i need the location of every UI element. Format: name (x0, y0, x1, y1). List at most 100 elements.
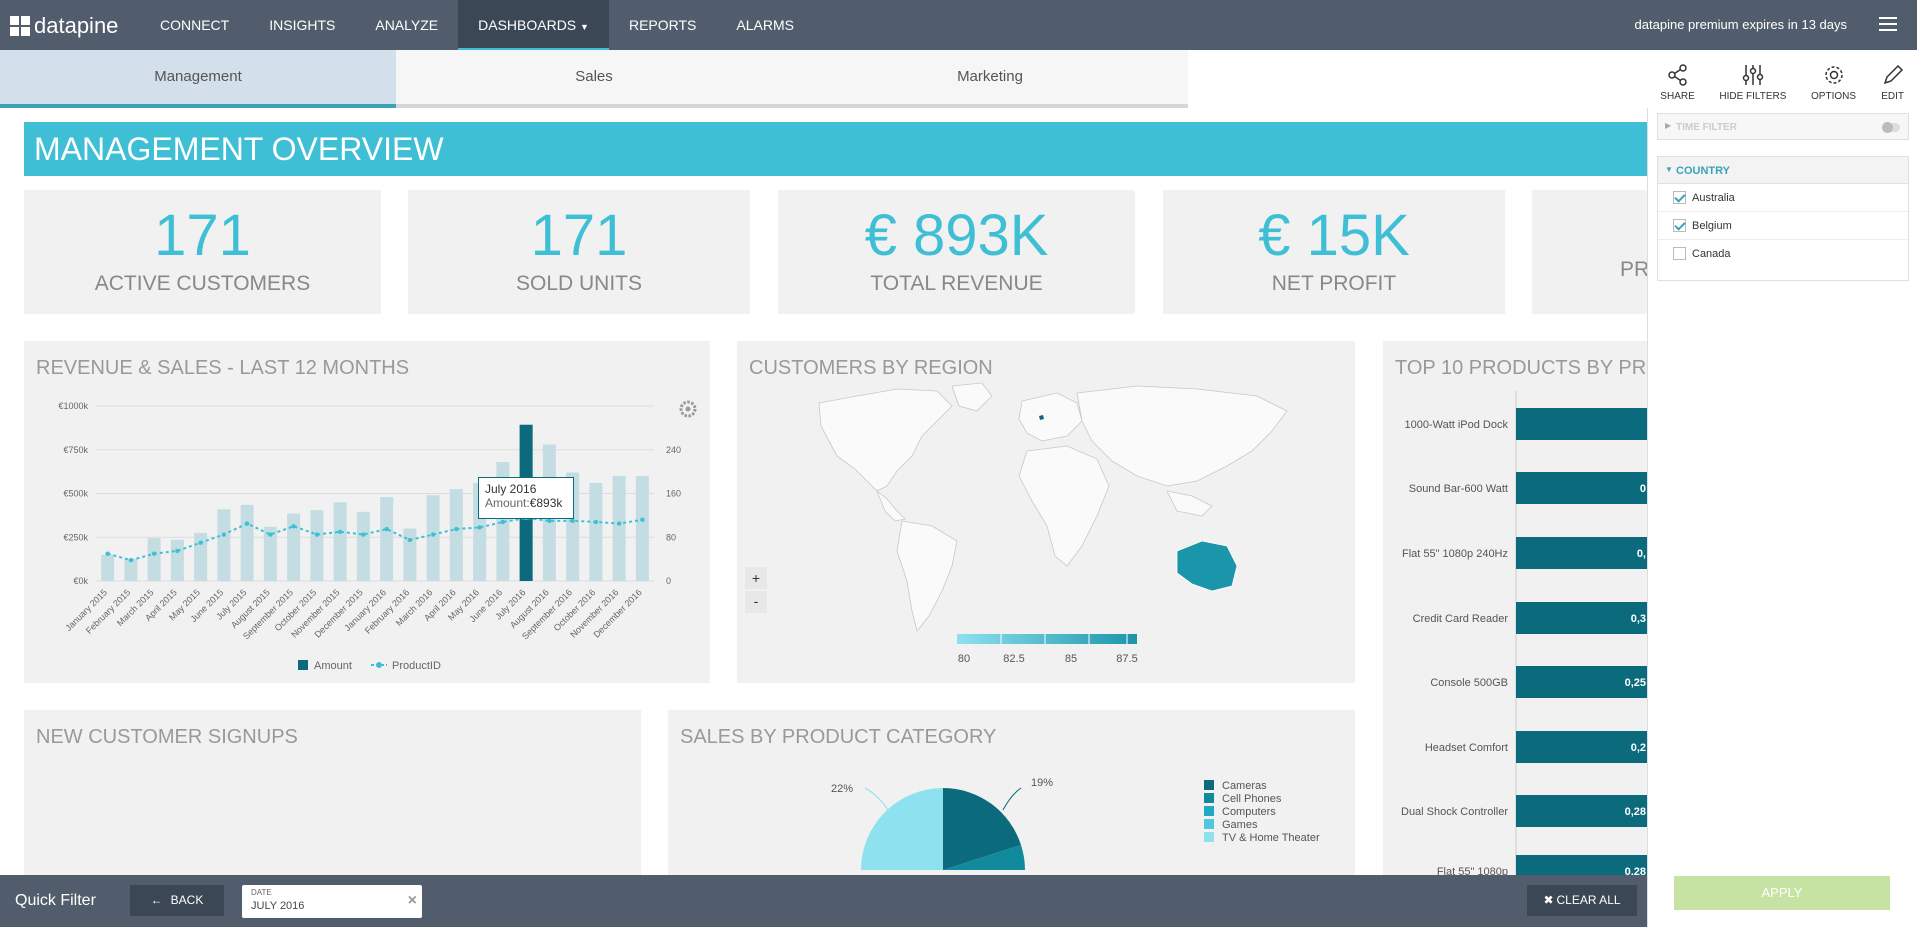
bar-amount[interactable] (403, 528, 417, 582)
bar-amount[interactable] (194, 532, 208, 581)
productid-point[interactable] (221, 532, 227, 537)
bar-amount[interactable] (217, 509, 231, 581)
nav-reports[interactable]: REPORTS (628, 17, 697, 33)
zoom-in-button[interactable] (745, 567, 767, 589)
time-filter-section[interactable]: ▶ TIME FILTER (1657, 113, 1909, 140)
tab-management[interactable]: Management (0, 50, 396, 108)
pie-slice-cameras[interactable] (943, 788, 1021, 870)
back-button[interactable]: ← BACK (130, 885, 224, 916)
tab-sales[interactable]: Sales (575, 68, 613, 85)
productid-point[interactable] (570, 518, 575, 524)
kpi-card-active-customers[interactable]: 171 ACTIVE CUSTOMERS (24, 190, 381, 314)
map-greenland[interactable] (951, 382, 993, 412)
map-southeast-asia[interactable] (1166, 490, 1213, 517)
productid-point[interactable] (151, 551, 157, 556)
map-south-america[interactable] (896, 520, 958, 632)
productid-point[interactable] (384, 526, 389, 532)
productid-point[interactable] (291, 524, 296, 529)
checkbox[interactable] (1673, 191, 1686, 204)
productid-point[interactable] (198, 540, 203, 545)
map-belgium-highlighted[interactable] (1039, 415, 1044, 420)
productid-point[interactable] (500, 519, 506, 525)
product-bar[interactable] (1516, 666, 1648, 698)
bar-amount[interactable] (612, 476, 626, 581)
datapine-logo[interactable]: datapine (10, 13, 118, 39)
hamburger-menu-icon[interactable] (1879, 17, 1897, 31)
apply-filters-button[interactable]: APPLY (1674, 876, 1890, 910)
product-bar[interactable] (1516, 855, 1648, 875)
bar-amount[interactable] (124, 559, 138, 581)
country-option-belgium[interactable]: Belgium (1658, 212, 1908, 240)
map-australia-highlighted[interactable] (1176, 540, 1238, 592)
bar-amount[interactable] (263, 526, 277, 581)
bar-amount[interactable] (240, 504, 254, 581)
productid-point[interactable] (105, 551, 110, 556)
kpi-card-partial[interactable]: PR (1532, 190, 1648, 314)
options-button[interactable]: OPTIONS (1811, 63, 1856, 102)
pie-slice-cell-phones[interactable] (943, 845, 1025, 870)
product-bar[interactable] (1516, 472, 1648, 504)
nav-insights[interactable]: INSIGHTS (269, 17, 336, 33)
productid-point[interactable] (454, 526, 459, 532)
zoom-out-button[interactable] (745, 591, 767, 613)
productid-point[interactable] (616, 521, 622, 526)
kpi-card-sold-units[interactable]: 171 SOLD UNITS (408, 190, 750, 314)
productid-point[interactable] (128, 558, 134, 563)
checkbox[interactable] (1673, 219, 1686, 232)
edit-button[interactable]: EDIT (1881, 63, 1905, 102)
map-europe[interactable] (1018, 392, 1083, 442)
map-north-america[interactable] (818, 388, 953, 492)
productid-point[interactable] (593, 519, 599, 525)
country-option-australia[interactable]: Australia (1658, 184, 1908, 212)
nav-analyze[interactable]: ANALYZE (375, 17, 439, 33)
tab-marketing[interactable]: Marketing (957, 68, 1023, 85)
map-africa[interactable] (1018, 445, 1110, 567)
product-bar[interactable] (1516, 537, 1648, 569)
bar-amount[interactable] (101, 554, 115, 581)
kpi-card-net-profit[interactable]: € 15K NET PROFIT (1163, 190, 1505, 314)
productid-point[interactable] (337, 529, 343, 534)
world-map[interactable]: + - 80 82.5 85 87.5 (737, 341, 1355, 683)
nav-alarms[interactable]: ALARMS (736, 17, 794, 33)
productid-point[interactable] (430, 532, 436, 537)
clear-all-button[interactable]: ✖ CLEAR ALL (1527, 885, 1637, 916)
checkbox[interactable] (1673, 247, 1686, 260)
product-bar[interactable] (1516, 602, 1648, 634)
bar-amount[interactable] (426, 495, 440, 581)
productid-point[interactable] (244, 521, 250, 526)
map-asia[interactable] (1076, 385, 1288, 487)
date-filter-chip[interactable]: DATE JULY 2016 × (242, 885, 422, 918)
productid-point[interactable] (407, 537, 413, 543)
bar-amount[interactable] (333, 502, 347, 581)
premium-notice[interactable]: datapine premium expires in 13 days (1634, 17, 1847, 32)
bar-amount[interactable] (356, 511, 370, 581)
productid-point[interactable] (175, 548, 180, 554)
productid-point[interactable] (640, 517, 645, 522)
bar-amount[interactable] (380, 497, 394, 581)
productid-point[interactable] (314, 532, 320, 537)
productid-point[interactable] (477, 525, 482, 530)
bar-amount[interactable] (589, 483, 603, 581)
country-header[interactable]: ▼ COUNTRY (1658, 157, 1908, 184)
nav-dashboards[interactable]: DASHBOARDS ▼ (458, 0, 609, 50)
product-bar[interactable] (1516, 408, 1648, 440)
share-button[interactable]: SHARE (1660, 63, 1695, 102)
pie-slice-tv-home-theater[interactable] (861, 788, 943, 870)
map-central-america[interactable] (876, 489, 906, 522)
product-bar[interactable] (1516, 731, 1648, 763)
chart-settings-gear-icon[interactable] (679, 400, 697, 418)
country-option-canada[interactable]: Canada (1658, 240, 1908, 268)
bar-amount[interactable] (449, 489, 463, 581)
productid-point[interactable] (361, 532, 366, 537)
bar-amount[interactable] (287, 513, 301, 581)
bar-amount[interactable] (635, 476, 649, 581)
bar-amount[interactable] (310, 510, 324, 581)
bar-amount[interactable] (170, 539, 184, 581)
chip-close-icon[interactable]: × (407, 892, 417, 909)
nav-connect[interactable]: CONNECT (160, 17, 230, 33)
bar-amount[interactable] (147, 538, 161, 581)
time-filter-toggle[interactable] (1882, 122, 1900, 133)
kpi-card-total-revenue[interactable]: € 893K TOTAL REVENUE (778, 190, 1135, 314)
product-bar[interactable] (1516, 795, 1648, 827)
productid-point[interactable] (547, 518, 552, 524)
